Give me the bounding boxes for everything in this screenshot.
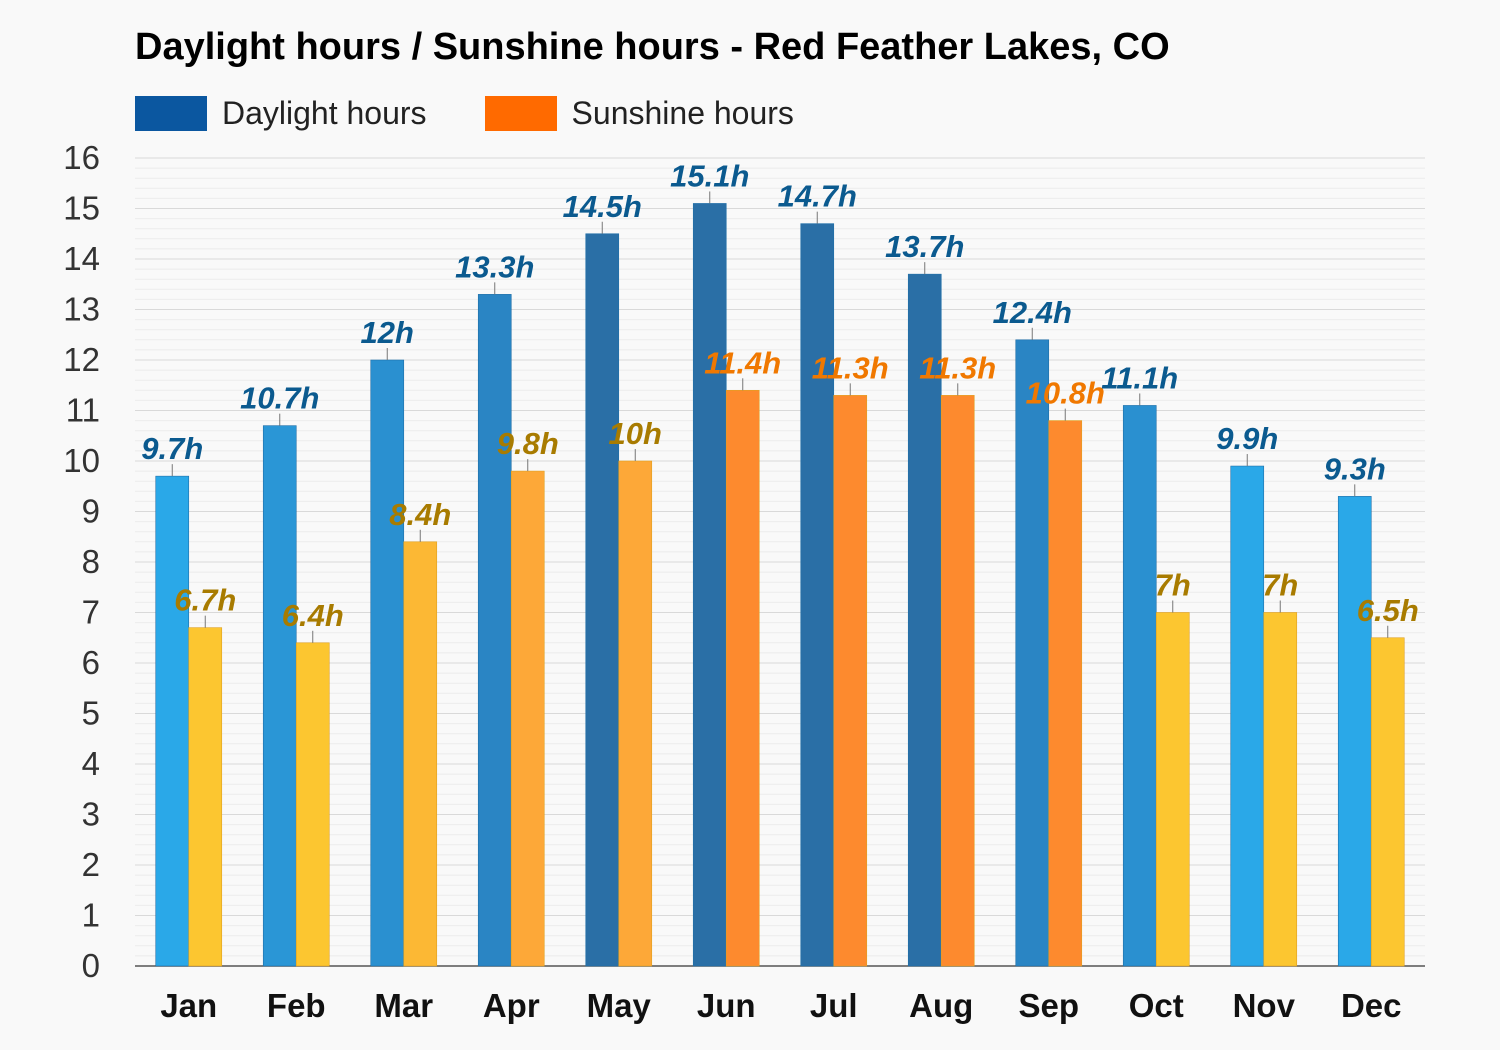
bar-daylight[interactable] [477,294,512,967]
x-tick-label: Apr [483,987,540,1024]
legend: Daylight hours Sunshine hours [135,95,852,132]
bar-sunshine[interactable] [403,541,438,967]
y-tick-label: 9 [82,493,100,530]
data-label-sunshine: 11.3h [919,350,996,385]
bar-sunshine[interactable] [940,395,975,967]
x-tick-label: Feb [267,987,326,1024]
y-tick-label: 0 [82,947,100,984]
bar-daylight[interactable] [370,359,405,967]
bar-sunshine[interactable] [510,470,545,967]
data-label-daylight: 14.7h [778,179,857,214]
x-tick-label: Jan [160,987,217,1024]
legend-item-daylight[interactable]: Daylight hours [135,95,427,132]
bar-sunshine[interactable] [1370,637,1405,967]
legend-item-sunshine[interactable]: Sunshine hours [484,95,794,132]
data-label-sunshine: 10.8h [1026,376,1105,411]
y-tick-label: 12 [63,341,100,378]
y-tick-label: 13 [63,291,100,328]
bar-daylight[interactable] [1015,339,1050,967]
bar-daylight[interactable] [692,203,727,967]
data-label-sunshine: 8.4h [389,497,451,532]
data-label-daylight: 12h [361,315,414,350]
data-label-daylight: 13.3h [455,249,534,284]
bar-sunshine[interactable] [833,395,868,967]
bar-sunshine[interactable] [725,389,760,967]
legend-swatch-sunshine [484,96,557,131]
data-label-sunshine: 7h [1155,568,1191,603]
data-label-sunshine: 9.8h [497,426,559,461]
x-tick-label: Jun [697,987,756,1024]
y-tick-label: 3 [82,796,100,833]
data-label-daylight: 15.1h [670,158,749,193]
y-tick-label: 7 [82,594,100,631]
grid-lines [135,157,1425,967]
data-label-sunshine: 6.4h [282,598,344,633]
data-label-daylight: 13.7h [885,229,964,264]
y-tick-label: 2 [82,846,100,883]
legend-label-sunshine: Sunshine hours [571,95,794,131]
data-labels: 9.7h 6.7h 10.7h 6.4h 12h 8.4h 13.3h 9.8h 14.5h 10… [141,158,1419,643]
data-label-daylight: 10.7h [240,381,319,416]
data-label-sunshine: 11.4h [704,345,781,380]
y-tick-label: 8 [82,543,100,580]
bars [155,203,1405,967]
bar-sunshine[interactable] [618,460,653,967]
data-label-sunshine: 11.3h [812,350,889,385]
x-tick-label: Sep [1018,987,1079,1024]
bar-sunshine[interactable] [1263,612,1298,967]
y-tick-label: 11 [66,392,100,429]
x-tick-label: Mar [374,987,433,1024]
bar-daylight[interactable] [585,233,620,967]
bar-daylight[interactable] [262,425,297,967]
x-tick-label: May [587,987,652,1024]
bar-daylight[interactable] [155,475,190,967]
data-label-daylight: 9.9h [1216,421,1278,456]
y-tick-label: 1 [82,897,100,934]
y-tick-label: 15 [63,190,100,227]
x-tick-label: Oct [1129,987,1184,1024]
x-tick-label: Dec [1341,987,1402,1024]
data-label-daylight: 12.4h [993,295,1072,330]
y-tick-label: 10 [63,442,100,479]
legend-label-daylight: Daylight hours [222,95,427,131]
x-axis-ticks: Jan Feb Mar Apr May Jun Jul Aug Sep Oct Nov Dec [160,987,1401,1024]
bar-daylight[interactable] [800,223,835,967]
legend-swatch-daylight [135,96,207,131]
x-tick-label: Nov [1233,987,1296,1024]
y-tick-label: 14 [63,240,100,277]
x-tick-label: Aug [909,987,973,1024]
data-label-sunshine: 6.7h [174,583,236,618]
y-tick-label: 16 [63,139,100,176]
x-tick-label: Jul [810,987,858,1024]
data-label-daylight: 11.1h [1101,360,1178,395]
chart-title: Daylight hours / Sunshine hours - Red Fe… [135,26,1170,68]
data-label-sunshine: 7h [1262,568,1298,603]
bar-daylight[interactable] [1122,405,1157,967]
bar-daylight[interactable] [1230,465,1265,967]
y-tick-label: 4 [82,745,100,782]
bar-sunshine[interactable] [295,642,330,967]
data-label-daylight: 9.7h [141,431,203,466]
data-label-daylight: 14.5h [563,189,642,224]
bar-sunshine[interactable] [1048,420,1083,967]
data-label-sunshine: 10h [609,416,662,451]
data-label-sunshine: 6.5h [1357,593,1419,628]
bar-daylight[interactable] [1337,496,1372,967]
y-tick-label: 6 [82,644,100,681]
y-tick-label: 5 [82,695,100,732]
data-label-daylight: 9.3h [1324,451,1386,486]
bar-sunshine[interactable] [1155,612,1190,967]
bar-sunshine[interactable] [188,627,223,967]
